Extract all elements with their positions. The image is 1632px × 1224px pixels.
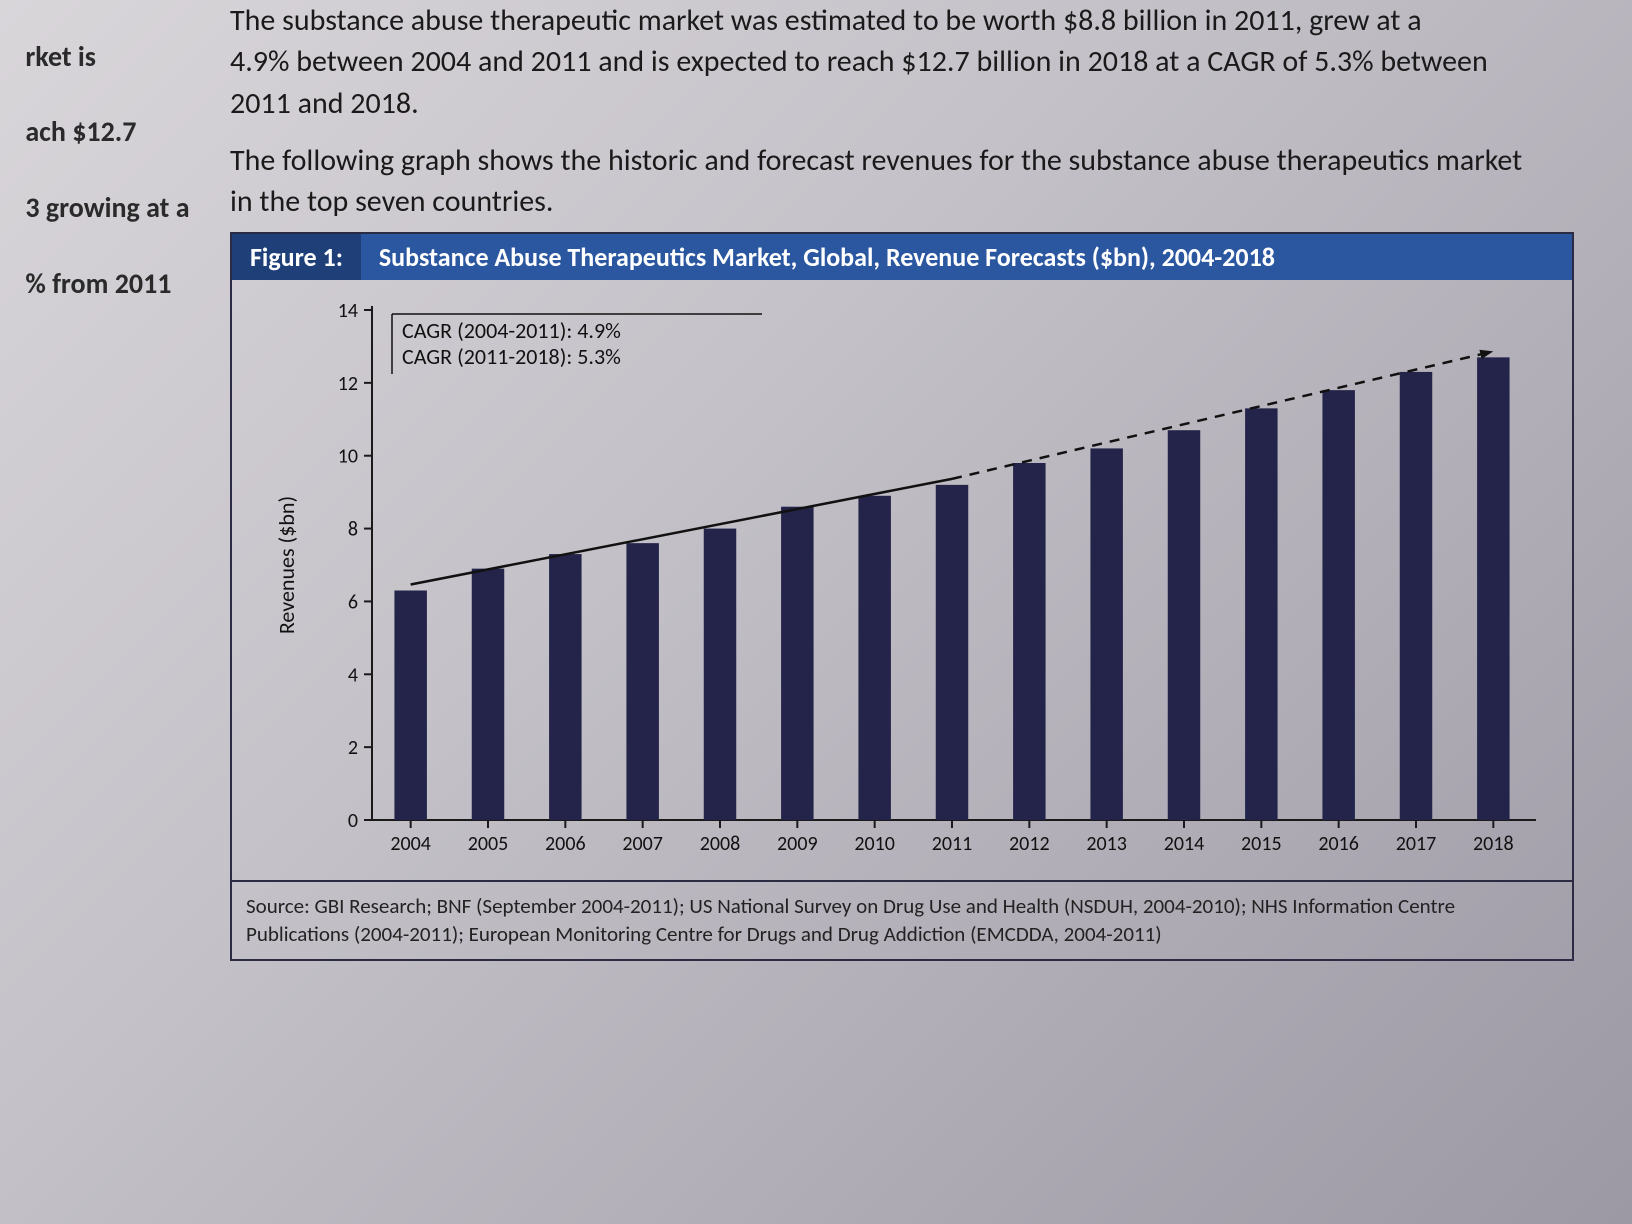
svg-text:2017: 2017 [1396, 832, 1437, 856]
svg-text:8: 8 [348, 518, 358, 542]
svg-text:2018: 2018 [1473, 832, 1514, 856]
svg-text:12: 12 [338, 372, 358, 396]
svg-text:2: 2 [348, 736, 358, 760]
svg-text:2005: 2005 [468, 832, 509, 856]
svg-text:2011: 2011 [932, 832, 973, 856]
margin-line: % from 2011 [25, 266, 171, 301]
svg-text:2013: 2013 [1086, 832, 1127, 856]
figure-title: Substance Abuse Therapeutics Market, Glo… [361, 234, 1572, 280]
figure-header: Figure 1: Substance Abuse Therapeutics M… [232, 234, 1572, 280]
svg-text:14: 14 [338, 299, 358, 323]
text-line: in the top seven countries. [230, 183, 553, 220]
svg-text:2010: 2010 [854, 832, 895, 856]
margin-line: rket is [25, 39, 96, 74]
svg-text:2015: 2015 [1241, 832, 1282, 856]
svg-text:2007: 2007 [622, 832, 663, 856]
svg-text:6: 6 [348, 590, 358, 614]
svg-text:2006: 2006 [545, 832, 586, 856]
paragraph-2: The following graph shows the historic a… [230, 140, 1630, 223]
svg-text:CAGR (2004-2011): 4.9%: CAGR (2004-2011): 4.9% [402, 317, 621, 344]
margin-line: ach $12.7 [25, 114, 136, 149]
svg-text:2012: 2012 [1009, 832, 1050, 856]
chart-area: 0 2 4 6 8 10 12 14 Revenues ($bn) 2004 2005 2006 200… [232, 280, 1572, 880]
text-line: The substance abuse therapeutic market w… [230, 2, 1422, 39]
text-line: The following graph shows the historic a… [230, 142, 1522, 179]
figure-label: Figure 1: [232, 234, 361, 280]
margin-line: 3 growing at a [25, 190, 189, 225]
bar-chart: 0 2 4 6 8 10 12 14 Revenues ($bn) 2004 2005 2006 200… [232, 280, 1562, 880]
text-line: 2011 and 2018. [230, 85, 419, 122]
svg-text:Revenues ($bn): Revenues ($bn) [273, 496, 300, 634]
svg-text:2014: 2014 [1164, 832, 1205, 856]
page: rket is ach $12.7 3 growing at a % from … [0, 0, 1632, 1224]
figure-source: Source: GBI Research; BNF (September 200… [232, 880, 1572, 959]
svg-text:4: 4 [348, 663, 358, 687]
svg-text:0: 0 [348, 809, 358, 833]
svg-text:2016: 2016 [1318, 832, 1359, 856]
paragraph-1: The substance abuse therapeutic market w… [230, 0, 1630, 124]
figure-1: Figure 1: Substance Abuse Therapeutics M… [230, 232, 1574, 961]
svg-text:10: 10 [338, 445, 358, 469]
svg-text:2004: 2004 [390, 832, 431, 856]
margin-fragment: rket is ach $12.7 3 growing at a % from … [0, 0, 190, 340]
svg-text:2008: 2008 [700, 832, 741, 856]
svg-text:2009: 2009 [777, 832, 818, 856]
text-line: 4.9% between 2004 and 2011 and is expect… [230, 43, 1488, 80]
svg-text:CAGR (2011-2018): 5.3%: CAGR (2011-2018): 5.3% [402, 343, 621, 370]
